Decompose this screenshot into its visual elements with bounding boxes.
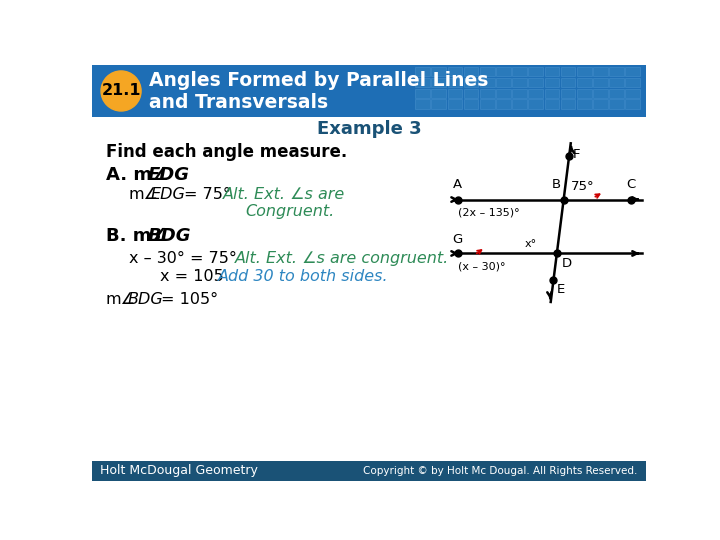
Text: m∠: m∠	[106, 292, 135, 307]
Text: Congruent.: Congruent.	[246, 204, 335, 219]
Bar	[561, 78, 575, 87]
Text: Add 30 to both sides.: Add 30 to both sides.	[218, 269, 389, 284]
Text: A. m∠: A. m∠	[106, 166, 168, 184]
Bar	[448, 89, 462, 98]
Bar	[464, 78, 478, 87]
Bar	[528, 89, 543, 98]
Text: EDG: EDG	[148, 166, 189, 184]
Text: 75°: 75°	[572, 180, 595, 193]
Bar	[577, 67, 592, 76]
Bar	[528, 67, 543, 76]
Bar	[512, 67, 527, 76]
Text: G: G	[452, 233, 463, 246]
Text: D: D	[562, 257, 572, 271]
Text: x – 30° = 75°: x – 30° = 75°	[129, 251, 237, 266]
Text: B: B	[552, 178, 560, 191]
Bar	[577, 78, 592, 87]
Bar	[496, 99, 510, 109]
Text: Holt McDougal Geometry: Holt McDougal Geometry	[99, 464, 257, 477]
Circle shape	[101, 71, 141, 111]
Text: m∠: m∠	[129, 187, 158, 201]
Text: F: F	[573, 147, 580, 160]
Bar	[448, 67, 462, 76]
Bar	[480, 99, 495, 109]
Bar	[528, 99, 543, 109]
Bar	[431, 67, 446, 76]
Text: Example 3: Example 3	[317, 120, 421, 138]
Bar	[92, 461, 647, 481]
Text: Angles Formed by Parallel Lines: Angles Formed by Parallel Lines	[149, 71, 488, 90]
Bar	[561, 67, 575, 76]
Text: (2x – 135)°: (2x – 135)°	[457, 207, 519, 217]
Bar	[464, 99, 478, 109]
Bar	[577, 99, 592, 109]
Bar	[528, 78, 543, 87]
Bar	[480, 67, 495, 76]
Bar	[609, 78, 624, 87]
Text: and Transversals: and Transversals	[149, 93, 328, 112]
Bar	[464, 67, 478, 76]
Bar	[593, 99, 608, 109]
Bar	[92, 65, 647, 117]
Text: = 75°: = 75°	[184, 187, 231, 201]
Bar	[626, 99, 640, 109]
Bar	[561, 99, 575, 109]
Bar	[448, 78, 462, 87]
Bar	[431, 99, 446, 109]
Bar	[415, 78, 430, 87]
Bar	[544, 78, 559, 87]
Bar	[496, 67, 510, 76]
Bar	[609, 99, 624, 109]
Bar	[609, 89, 624, 98]
Bar	[496, 89, 510, 98]
Bar	[544, 99, 559, 109]
Bar	[593, 89, 608, 98]
Text: x°: x°	[524, 239, 536, 249]
Bar	[626, 89, 640, 98]
Text: BDG: BDG	[127, 292, 163, 307]
Bar	[480, 89, 495, 98]
Bar	[512, 89, 527, 98]
Text: Alt. Ext. ∠s are: Alt. Ext. ∠s are	[222, 187, 345, 201]
Bar	[593, 67, 608, 76]
Text: B. m∠: B. m∠	[106, 227, 167, 245]
Text: EDG: EDG	[150, 187, 185, 201]
Text: (x – 30)°: (x – 30)°	[457, 261, 505, 271]
Bar	[480, 78, 495, 87]
Text: Find each angle measure.: Find each angle measure.	[106, 143, 347, 161]
Text: E: E	[557, 283, 564, 296]
Bar	[431, 89, 446, 98]
Text: BDG: BDG	[148, 227, 191, 245]
Bar	[415, 67, 430, 76]
Bar	[512, 78, 527, 87]
Bar	[544, 89, 559, 98]
Text: Copyright © by Holt Mc Dougal. All Rights Reserved.: Copyright © by Holt Mc Dougal. All Right…	[363, 465, 637, 476]
Text: 21.1: 21.1	[102, 84, 141, 98]
Bar	[544, 67, 559, 76]
Bar	[561, 89, 575, 98]
Bar	[496, 78, 510, 87]
Text: x = 105: x = 105	[160, 269, 223, 284]
Bar	[512, 99, 527, 109]
Bar	[415, 99, 430, 109]
Bar	[431, 78, 446, 87]
Bar	[593, 78, 608, 87]
Text: Alt. Ext. ∠s are congruent.: Alt. Ext. ∠s are congruent.	[235, 251, 449, 266]
Bar	[626, 67, 640, 76]
Text: = 105°: = 105°	[161, 292, 218, 307]
Text: A: A	[453, 178, 462, 191]
Bar	[415, 89, 430, 98]
Text: C: C	[626, 178, 636, 191]
Bar	[577, 89, 592, 98]
Bar	[609, 67, 624, 76]
Bar	[626, 78, 640, 87]
Bar	[464, 89, 478, 98]
Bar	[448, 99, 462, 109]
